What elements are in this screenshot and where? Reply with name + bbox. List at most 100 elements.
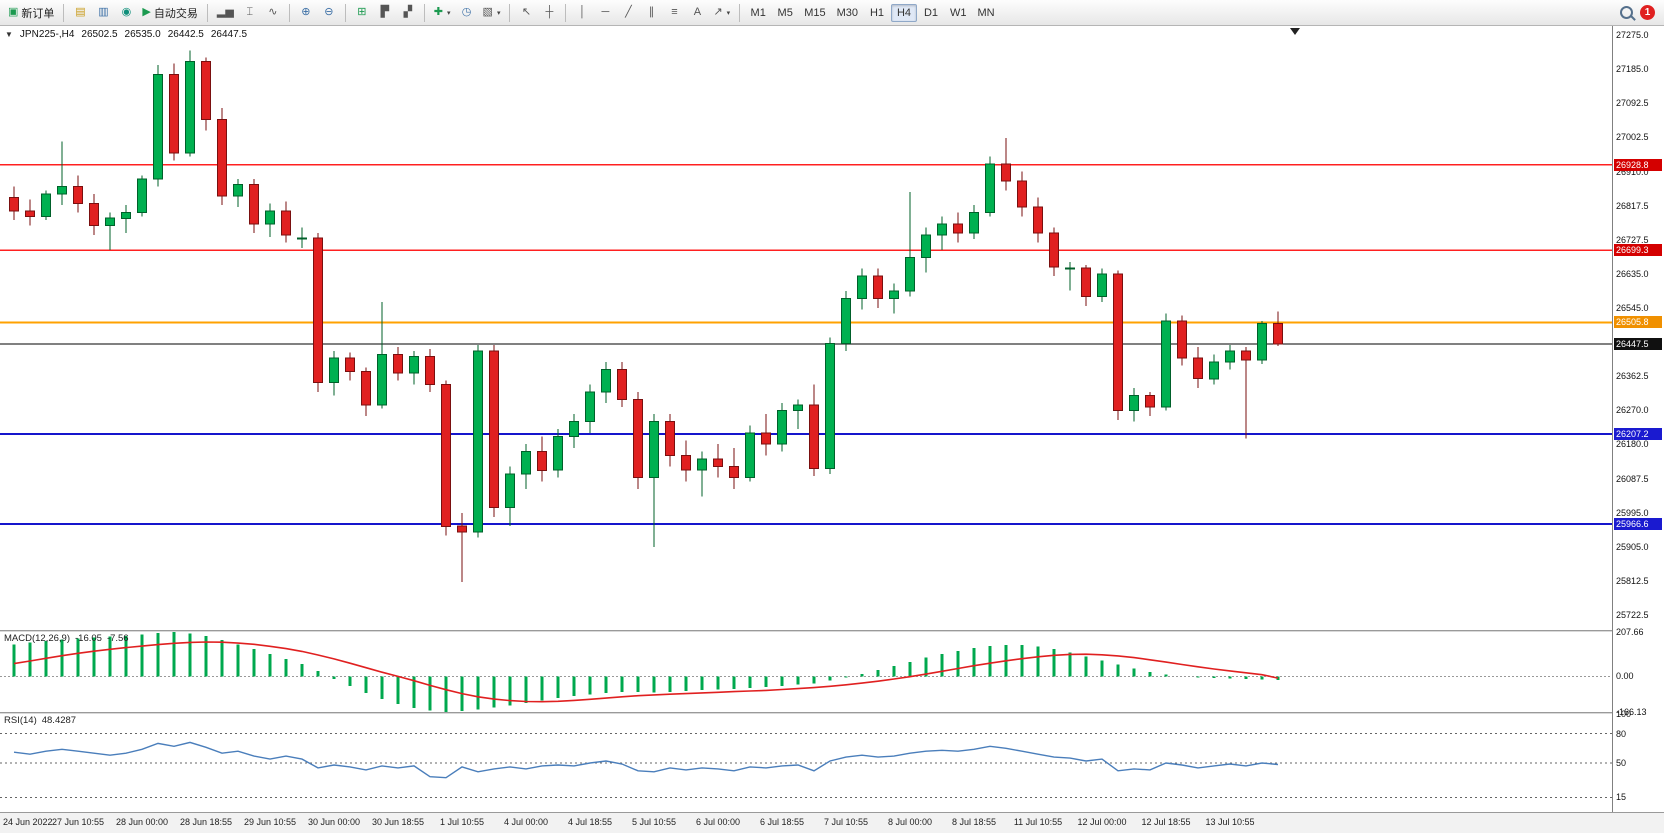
- new-chart-button[interactable]: ✚ ▾: [430, 3, 455, 23]
- profiles-button[interactable]: ▥: [92, 3, 114, 23]
- rsi-axis-label: 100: [1616, 709, 1632, 719]
- symbol-timeframe-label: JPN225-,H4: [19, 29, 75, 40]
- price-axis[interactable]: 27275.0 27185.0 27092.5 27002.5 26910.0 26817…: [1612, 26, 1664, 812]
- bar-chart-button[interactable]: ▂▅: [213, 3, 238, 23]
- vertical-line-tool-button[interactable]: │: [571, 3, 593, 23]
- clock-icon: ◷: [461, 6, 472, 18]
- collapse-triangle-icon[interactable]: ▼: [5, 30, 13, 39]
- auto-trading-button[interactable]: ▶ 自动交易: [138, 3, 201, 23]
- zoom-in-button[interactable]: ⊕: [295, 3, 317, 23]
- macd-axis-label: 207.66: [1616, 627, 1644, 637]
- chevron-down-icon: ▾: [726, 9, 731, 17]
- horizontal-line-tool-button[interactable]: ─: [594, 3, 616, 23]
- macd-name: MACD(12,26,9): [4, 633, 70, 644]
- price-axis-label: 27275.0: [1616, 30, 1649, 41]
- chevron-down-icon: ▾: [496, 9, 501, 17]
- vertical-line-icon: │: [579, 6, 586, 18]
- template-button[interactable]: ▧ ▾: [479, 3, 505, 23]
- macd-panel-canvas[interactable]: [0, 632, 1612, 712]
- rsi-panel-canvas[interactable]: [0, 714, 1612, 812]
- time-axis-label: 12 Jul 00:00: [1077, 817, 1127, 827]
- time-axis-label: 8 Jul 00:00: [887, 817, 933, 827]
- chart-shift-marker-icon[interactable]: [1290, 28, 1300, 35]
- toolbar-separator: [739, 3, 741, 22]
- main-toolbar: ▣ 新订单 ▤ ▥ ◉ ▶ 自动交易 ▂▅ ⌶ ∿ ⊕: [0, 0, 1664, 26]
- price-tag: 26699.3: [1614, 244, 1662, 256]
- candlestick-chart-button[interactable]: ⌶: [239, 3, 261, 23]
- panel-splitter[interactable]: [0, 712, 1664, 714]
- price-tag: 26505.8: [1614, 316, 1662, 328]
- tile-windows-button[interactable]: ⊞: [351, 3, 373, 23]
- rsi-axis-label: 15: [1616, 792, 1627, 803]
- time-axis-label: 24 Jun 2022: [3, 817, 53, 827]
- price-tag: 26207.2: [1614, 428, 1662, 440]
- search-icon: [1619, 6, 1633, 19]
- price-tag: 26928.8: [1614, 159, 1662, 171]
- time-axis[interactable]: 24 Jun 2022 27 Jun 10:55 28 Jun 00:00 28 Ju…: [0, 812, 1664, 833]
- profiles-icon: ▥: [98, 6, 109, 18]
- fibonacci-tool-button[interactable]: ≡: [663, 3, 685, 23]
- ohlc-high-value: 26535.0: [124, 29, 161, 40]
- rsi-label: RSI(14) 48.4287: [4, 715, 76, 726]
- price-axis-label: 25905.0: [1616, 541, 1649, 552]
- line-chart-icon: ∿: [268, 6, 278, 18]
- period-button[interactable]: ◷: [456, 3, 478, 23]
- time-axis-label: 30 Jun 00:00: [307, 817, 361, 827]
- macd-axis-label: 0.00: [1616, 671, 1634, 682]
- cursor-tool-button[interactable]: ↖: [515, 3, 537, 23]
- price-axis-label: 27002.5: [1616, 132, 1649, 143]
- time-axis-label: 30 Jun 18:55: [371, 817, 425, 827]
- trendline-icon: ╱: [625, 6, 632, 18]
- rsi-axis-label: 80: [1616, 728, 1627, 739]
- macd-main-value: -16.05: [75, 633, 102, 644]
- line-chart-button[interactable]: ∿: [262, 3, 284, 23]
- chart-stack-button[interactable]: ▤: [69, 3, 91, 23]
- new-order-button[interactable]: ▣ 新订单: [4, 3, 58, 23]
- timeframe-button-D1[interactable]: D1: [918, 4, 944, 22]
- price-axis-label: 27185.0: [1616, 63, 1649, 74]
- timeframe-button-H4[interactable]: H4: [891, 3, 917, 22]
- ohlc-open-value: 26502.5: [81, 29, 118, 40]
- price-axis-label: 26635.0: [1616, 269, 1649, 280]
- time-axis-label: 28 Jun 18:55: [179, 817, 233, 827]
- price-chart-canvas[interactable]: [0, 26, 1612, 630]
- macd-label: MACD(12,26,9) -16.05 -7.56: [4, 633, 129, 644]
- time-axis-label: 6 Jul 00:00: [695, 817, 741, 827]
- timeframe-button-MN[interactable]: MN: [973, 4, 1000, 22]
- auto-trading-label: 自动交易: [153, 7, 198, 20]
- arrows-tool-button[interactable]: ↗ ▾: [709, 3, 734, 23]
- crosshair-tool-button[interactable]: ┼: [538, 3, 560, 23]
- price-axis-label: 26362.5: [1616, 370, 1649, 381]
- data-window-button[interactable]: ◉: [115, 3, 137, 23]
- channel-tool-button[interactable]: ∥: [640, 3, 662, 23]
- add-chart-icon: ✚: [433, 6, 444, 18]
- timeframe-button-M5[interactable]: M5: [772, 4, 798, 22]
- toolbar-separator: [565, 3, 567, 22]
- panel-splitter[interactable]: [0, 630, 1664, 632]
- chart-stack-icon: ▤: [75, 6, 86, 18]
- chevron-down-icon: ▾: [447, 9, 451, 17]
- price-axis-label: 26727.5: [1616, 234, 1649, 245]
- timeframe-button-M1[interactable]: M1: [745, 4, 771, 22]
- toolbar-separator: [63, 3, 65, 22]
- text-tool-button[interactable]: A: [686, 3, 708, 23]
- crosshair-icon: ┼: [545, 6, 554, 18]
- rsi-value: 48.4287: [41, 715, 77, 726]
- arrange-windows-button[interactable]: ▛: [374, 3, 396, 23]
- ohlc-close-value: 26447.5: [210, 29, 248, 40]
- timeframe-button-W1[interactable]: W1: [945, 4, 972, 22]
- timeframe-button-M30[interactable]: M30: [832, 4, 863, 22]
- timeframe-button-H1[interactable]: H1: [864, 4, 890, 22]
- price-axis-label: 26910.0: [1616, 166, 1649, 177]
- cascade-windows-button[interactable]: ▞: [397, 3, 419, 23]
- horizontal-line-icon: ─: [601, 6, 610, 18]
- price-axis-label: 25812.5: [1616, 576, 1649, 587]
- timeframe-button-M15[interactable]: M15: [799, 4, 830, 22]
- notification-badge[interactable]: 1: [1640, 5, 1655, 20]
- time-axis-label: 7 Jul 10:55: [823, 817, 869, 827]
- search-button[interactable]: [1615, 3, 1637, 23]
- arrows-icon: ↗: [713, 6, 723, 18]
- price-axis-label: 27092.5: [1616, 98, 1649, 109]
- zoom-out-button[interactable]: ⊖: [318, 3, 340, 23]
- trendline-tool-button[interactable]: ╱: [617, 3, 639, 23]
